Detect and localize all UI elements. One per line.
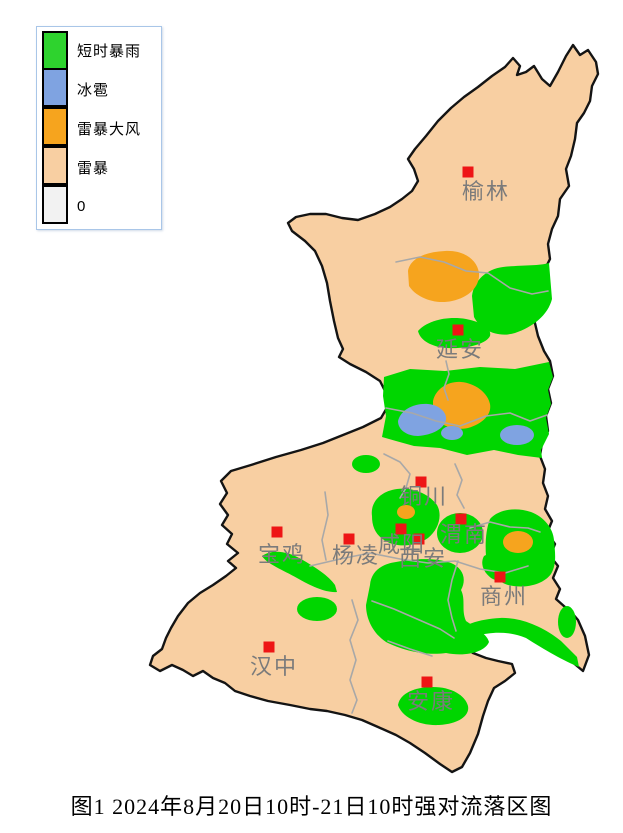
gale-zones <box>397 250 533 553</box>
legend-swatch-short-rain <box>42 31 68 70</box>
city-marker-yangling <box>343 533 355 545</box>
city-marker-shangzhou <box>494 571 506 583</box>
legend-swatch-gale <box>42 107 68 146</box>
city-label-xianyang: 咸阳 <box>377 532 427 557</box>
city-marker-weinan <box>455 513 467 525</box>
rain-zone <box>398 687 469 726</box>
city-marker-tongchuan <box>415 476 427 488</box>
legend-label-none: 0 <box>77 198 87 215</box>
gale-zone <box>397 505 415 519</box>
city-label-ankang: 安康 <box>406 689 456 714</box>
rain-zone <box>297 597 337 621</box>
city-marker-yanan <box>452 324 464 336</box>
hail-zone <box>500 425 534 445</box>
city-label-tongchuan: 铜川 <box>399 484 449 509</box>
city-label-yulin: 榆林 <box>461 179 511 204</box>
rain-zone <box>472 263 552 335</box>
rain-zone <box>352 455 380 473</box>
city-label-shangzhou: 商州 <box>479 584 529 609</box>
gale-zone <box>433 381 491 429</box>
legend-row-thunderstorm: 雷暴 <box>42 146 161 187</box>
city-label-yangling: 杨凌 <box>331 543 381 568</box>
rain-zone <box>262 551 337 593</box>
city-marker-hanzhong <box>263 641 275 653</box>
city-marker-baoji <box>271 526 283 538</box>
city-marker-ankang <box>421 676 433 688</box>
legend-row-gale: 雷暴大风 <box>42 107 161 148</box>
legend-label-gale: 雷暴大风 <box>77 121 142 138</box>
rain-zone <box>558 606 576 638</box>
hail-zone <box>441 426 463 440</box>
legend-row-none: 0 <box>42 185 161 226</box>
legend-panel: 短时暴雨 冰雹 雷暴大风 雷暴 0 <box>36 26 162 230</box>
rain-zone <box>437 513 483 553</box>
city-marker-xian <box>413 533 425 545</box>
legend-row-short-rain: 短时暴雨 <box>42 31 161 70</box>
legend-swatch-none <box>42 185 68 224</box>
legend-label-hail: 冰雹 <box>77 82 110 99</box>
city-label-yanan: 延安 <box>435 337 485 362</box>
gale-zone <box>408 250 480 303</box>
figure-caption: 图1 2024年8月20日10时-21日10时强对流落区图 <box>70 794 553 819</box>
gale-zone <box>503 531 533 553</box>
city-label-baoji: 宝鸡 <box>257 542 307 567</box>
legend-label-thunderstorm: 雷暴 <box>77 160 110 177</box>
city-marker-yulin <box>462 166 474 178</box>
city-label-hanzhong: 汉中 <box>249 654 299 679</box>
rain-zone <box>452 617 579 667</box>
city-label-weinan: 渭南 <box>439 522 489 547</box>
legend-swatch-thunderstorm <box>42 146 68 185</box>
city-label-xian: 西安 <box>398 546 448 571</box>
legend-label-short-rain: 短时暴雨 <box>77 43 142 60</box>
legend-swatch-hail <box>42 68 68 107</box>
rain-zone <box>482 551 530 583</box>
city-marker-xianyang <box>395 523 407 535</box>
legend-row-hail: 冰雹 <box>42 68 161 109</box>
